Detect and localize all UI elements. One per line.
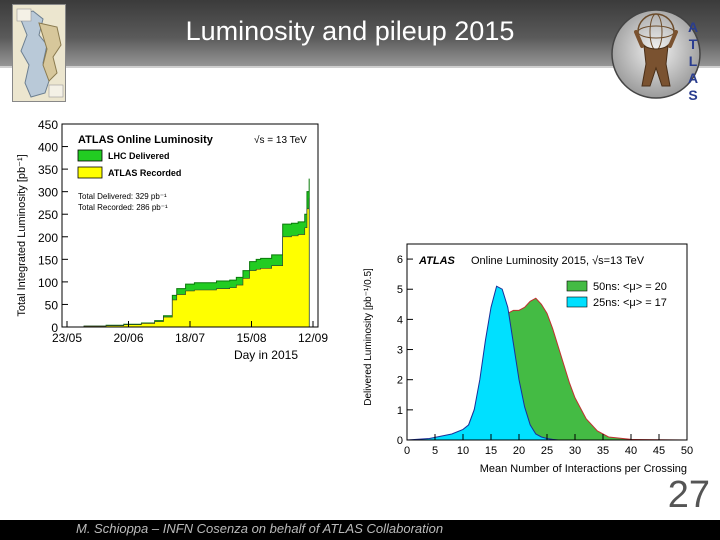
x-tick-label: 18/07 xyxy=(175,331,205,345)
y-tick-label: 250 xyxy=(38,208,58,222)
page-number: 27 xyxy=(667,474,710,516)
map-thumbnail-image xyxy=(12,4,66,102)
logo-letter: A xyxy=(688,70,698,86)
y-tick-label: 450 xyxy=(38,118,58,132)
y-axis-label: Total Integrated Luminosity [pb⁻¹] xyxy=(16,154,28,316)
chart-title: ATLAS xyxy=(418,255,456,267)
x-tick-label: 10 xyxy=(457,445,469,457)
y-tick-label: 50 xyxy=(45,298,59,312)
pileup-chart: 0 1 2 3 4 5 6 0 5 10 15 20 25 30 35 40 45 50 Mean Number o… xyxy=(355,228,705,483)
x-tick-label: 35 xyxy=(597,445,609,457)
x-tick-label: 20/06 xyxy=(113,331,143,345)
y-tick-label: 300 xyxy=(38,186,58,200)
y-tick-label: 4 xyxy=(397,314,403,326)
x-tick-label: 15/08 xyxy=(236,331,266,345)
x-axis-label: Day in 2015 xyxy=(234,348,298,362)
y-tick-label: 1 xyxy=(397,405,403,417)
chart-subtitle: Online Luminosity 2015, √s=13 TeV xyxy=(471,255,645,267)
energy-label: √s = 13 TeV xyxy=(254,134,307,146)
x-tick-label: 12/09 xyxy=(298,331,328,345)
logo-letter: A xyxy=(688,19,698,35)
slide-title: Luminosity and pileup 2015 xyxy=(185,16,515,46)
atlas-logo: A T L A S xyxy=(610,2,710,103)
luminosity-chart: 0 50 100 150 200 250 300 350 400 450 23/05 20/06 18/… xyxy=(10,112,340,379)
y-tick-label: 3 xyxy=(397,345,403,357)
annotation-recorded: Total Recorded: 286 pb⁻¹ xyxy=(78,203,168,212)
x-tick-label: 23/05 xyxy=(52,331,82,345)
series-area-recorded xyxy=(62,197,310,328)
legend-swatch-50ns xyxy=(566,280,588,292)
x-tick-label: 30 xyxy=(569,445,581,457)
x-tick-label: 5 xyxy=(432,445,438,457)
logo-letter: L xyxy=(689,53,698,69)
slide-header xyxy=(0,0,720,68)
y-tick-label: 350 xyxy=(38,163,58,177)
legend-swatch-25ns xyxy=(566,296,588,308)
y-tick-label: 6 xyxy=(397,254,403,266)
y-tick-label: 150 xyxy=(38,253,58,267)
annotation-delivered: Total Delivered: 329 pb⁻¹ xyxy=(78,192,167,201)
chart-title: ATLAS Online Luminosity xyxy=(78,134,214,146)
logo-letter: T xyxy=(689,36,698,52)
header-divider xyxy=(0,66,720,68)
legend-swatch-recorded xyxy=(77,166,103,179)
legend-label-recorded: ATLAS Recorded xyxy=(108,168,181,178)
y-tick-label: 200 xyxy=(38,231,58,245)
y-tick-label: 100 xyxy=(38,276,58,290)
legend-label-25ns: 25ns: <μ> = 17 xyxy=(593,297,667,309)
x-tick-label: 20 xyxy=(513,445,525,457)
y-axis-label: Delivered Luminosity [pb⁻¹/0.5] xyxy=(363,268,374,406)
legend-swatch-delivered xyxy=(77,149,103,162)
x-tick-label: 25 xyxy=(541,445,553,457)
footer-text: M. Schioppa – INFN Cosenza on behalf of … xyxy=(76,521,444,536)
legend-label-50ns: 50ns: <μ> = 20 xyxy=(593,281,667,293)
logo-letter: S xyxy=(688,87,697,102)
footer-bar xyxy=(0,520,720,540)
x-tick-label: 0 xyxy=(404,445,410,457)
x-axis-label: Mean Number of Interactions per Crossing xyxy=(480,463,687,475)
legend-label-delivered: LHC Delivered xyxy=(108,151,170,161)
x-tick-label: 50 xyxy=(681,445,693,457)
x-tick-label: 15 xyxy=(485,445,497,457)
y-tick-label: 0 xyxy=(51,321,58,335)
y-tick-label: 5 xyxy=(397,284,403,296)
y-tick-label: 400 xyxy=(38,141,58,155)
y-tick-label: 2 xyxy=(397,375,403,387)
x-tick-label: 40 xyxy=(625,445,637,457)
x-tick-label: 45 xyxy=(653,445,665,457)
y-tick-label: 0 xyxy=(397,435,403,447)
